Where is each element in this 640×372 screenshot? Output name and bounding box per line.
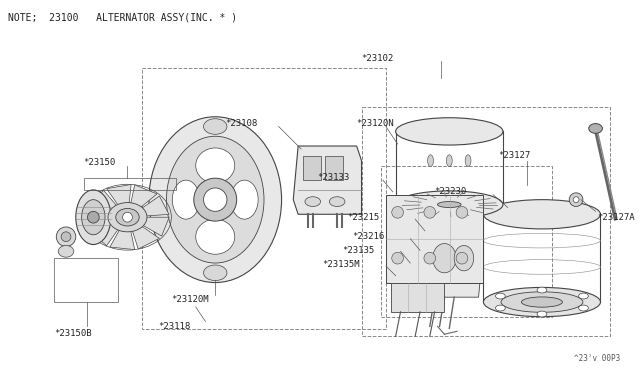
Ellipse shape (589, 124, 602, 133)
Bar (391, 283, 444, 312)
Bar (362, 107, 610, 336)
Ellipse shape (196, 148, 235, 183)
Ellipse shape (116, 208, 139, 226)
Polygon shape (131, 185, 157, 207)
Text: *23230: *23230 (435, 187, 467, 196)
Polygon shape (143, 217, 169, 236)
Ellipse shape (392, 252, 403, 264)
Ellipse shape (82, 200, 105, 235)
Bar (326, 156, 343, 180)
Ellipse shape (495, 293, 505, 299)
Ellipse shape (579, 305, 588, 311)
Text: *23120N: *23120N (356, 119, 394, 128)
Text: *23150B: *23150B (54, 329, 92, 338)
Text: *23215: *23215 (347, 213, 379, 222)
Ellipse shape (424, 252, 436, 264)
Ellipse shape (330, 197, 345, 206)
Ellipse shape (396, 191, 503, 218)
Ellipse shape (569, 193, 583, 206)
Text: *23135: *23135 (342, 246, 374, 255)
Ellipse shape (196, 219, 235, 254)
Ellipse shape (428, 155, 433, 167)
Ellipse shape (123, 212, 132, 222)
Ellipse shape (438, 202, 461, 208)
Ellipse shape (573, 197, 579, 203)
Text: *23133: *23133 (317, 173, 350, 182)
Ellipse shape (149, 117, 282, 283)
Text: *23118: *23118 (159, 322, 191, 331)
Text: *23150: *23150 (84, 158, 116, 167)
Ellipse shape (56, 227, 76, 247)
Ellipse shape (166, 136, 264, 263)
Ellipse shape (424, 206, 436, 218)
Polygon shape (88, 190, 116, 212)
Polygon shape (90, 224, 118, 246)
Text: *23102: *23102 (362, 54, 394, 63)
Text: *23108: *23108 (225, 119, 257, 128)
Ellipse shape (204, 188, 227, 211)
Ellipse shape (76, 190, 111, 244)
Text: *23120M: *23120M (172, 295, 209, 304)
Ellipse shape (61, 232, 71, 241)
Ellipse shape (537, 287, 547, 293)
Ellipse shape (392, 206, 403, 218)
Ellipse shape (204, 265, 227, 280)
Text: NOTE;  23100   ALTERNATOR ASSY(INC. * ): NOTE; 23100 ALTERNATOR ASSY(INC. * ) (8, 12, 237, 22)
Bar (381, 166, 552, 317)
Ellipse shape (194, 178, 237, 221)
Polygon shape (293, 146, 362, 214)
Ellipse shape (454, 246, 474, 271)
Text: *23216: *23216 (352, 232, 384, 241)
Polygon shape (415, 229, 483, 297)
Ellipse shape (396, 118, 503, 145)
Bar (142, 68, 386, 329)
Ellipse shape (495, 305, 505, 311)
Ellipse shape (204, 119, 227, 134)
Polygon shape (107, 185, 131, 205)
Ellipse shape (305, 197, 321, 206)
Ellipse shape (446, 155, 452, 167)
Bar (84, 178, 176, 190)
Ellipse shape (456, 206, 468, 218)
Ellipse shape (465, 155, 471, 167)
Ellipse shape (420, 197, 479, 212)
Ellipse shape (522, 297, 563, 307)
Ellipse shape (456, 252, 468, 264)
Ellipse shape (483, 200, 600, 229)
Ellipse shape (433, 244, 456, 273)
Ellipse shape (483, 288, 600, 317)
Text: *23127A: *23127A (598, 213, 635, 222)
Ellipse shape (579, 293, 588, 299)
Ellipse shape (108, 203, 147, 232)
Polygon shape (143, 196, 169, 216)
Text: *23135M: *23135M (323, 260, 360, 269)
Ellipse shape (58, 246, 74, 257)
Ellipse shape (501, 292, 583, 312)
Polygon shape (87, 209, 109, 228)
Polygon shape (110, 231, 134, 250)
Bar (386, 195, 483, 283)
Ellipse shape (88, 211, 99, 223)
Ellipse shape (172, 180, 200, 219)
Bar (303, 156, 321, 180)
Bar (54, 258, 118, 302)
Text: *23127: *23127 (498, 151, 531, 160)
Ellipse shape (537, 311, 547, 317)
Polygon shape (132, 227, 159, 249)
Ellipse shape (231, 180, 258, 219)
Text: ^23ʾv 00P3: ^23ʾv 00P3 (573, 355, 620, 363)
